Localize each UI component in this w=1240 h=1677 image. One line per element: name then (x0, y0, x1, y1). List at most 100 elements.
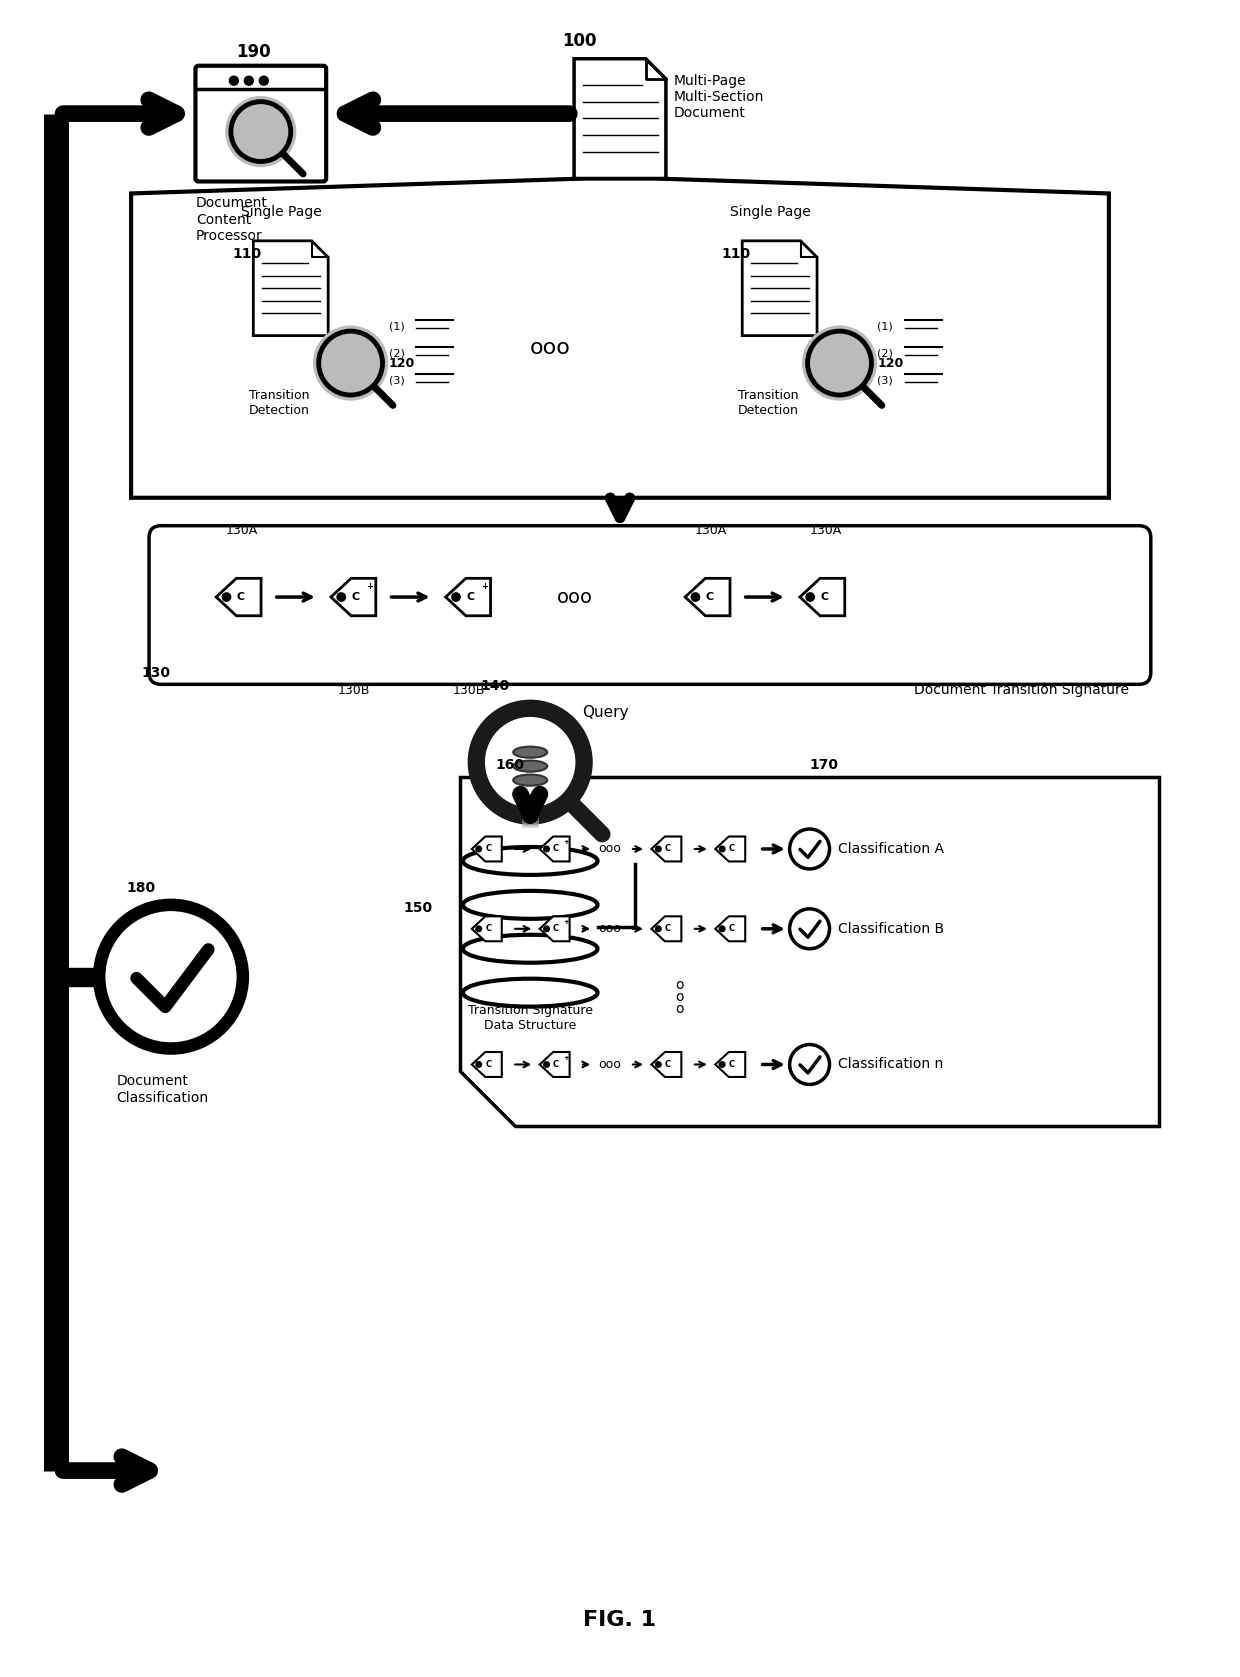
Circle shape (802, 325, 877, 401)
Text: 130A: 130A (810, 523, 842, 537)
Polygon shape (472, 837, 502, 862)
Ellipse shape (463, 890, 598, 919)
Polygon shape (445, 579, 491, 615)
Circle shape (544, 926, 549, 932)
Text: C: C (665, 845, 671, 854)
Text: C: C (237, 592, 246, 602)
Text: C: C (553, 1060, 559, 1068)
Text: 160: 160 (495, 758, 525, 771)
Polygon shape (539, 837, 569, 862)
Text: ooo: ooo (599, 1058, 621, 1072)
Text: C: C (351, 592, 360, 602)
Text: ooo: ooo (599, 922, 621, 936)
Ellipse shape (513, 761, 547, 771)
Polygon shape (651, 837, 681, 862)
Text: 130A: 130A (694, 523, 727, 537)
FancyBboxPatch shape (149, 525, 1151, 684)
Polygon shape (460, 776, 1159, 1127)
FancyBboxPatch shape (196, 65, 326, 181)
Text: C: C (729, 924, 735, 934)
Polygon shape (216, 579, 262, 615)
Text: (2): (2) (388, 349, 404, 359)
Text: C: C (706, 592, 714, 602)
Text: C: C (553, 845, 559, 854)
Text: Query: Query (582, 706, 629, 721)
Text: Transition Signature
Data Structure: Transition Signature Data Structure (467, 1003, 593, 1031)
Text: C: C (485, 1060, 491, 1068)
Text: 170: 170 (810, 758, 838, 771)
Circle shape (719, 926, 725, 932)
Text: (3): (3) (878, 376, 893, 386)
Text: (2): (2) (878, 349, 893, 359)
Polygon shape (800, 579, 844, 615)
Text: FIG. 1: FIG. 1 (584, 1610, 656, 1630)
Text: (3): (3) (388, 376, 404, 386)
Text: 120: 120 (388, 357, 414, 369)
Circle shape (476, 847, 481, 852)
Text: C: C (729, 845, 735, 854)
Polygon shape (715, 837, 745, 862)
Text: C: C (729, 1060, 735, 1068)
Circle shape (469, 701, 591, 823)
Circle shape (656, 1062, 661, 1067)
Ellipse shape (463, 979, 598, 1006)
Text: 180: 180 (126, 880, 155, 896)
Text: o: o (676, 989, 684, 1003)
Text: +: + (563, 1055, 569, 1060)
Circle shape (719, 1062, 725, 1067)
Text: +: + (367, 582, 373, 590)
Text: 130A: 130A (226, 523, 258, 537)
Text: C: C (485, 845, 491, 854)
Text: Document Transition Signature: Document Transition Signature (914, 683, 1128, 698)
Text: 130B: 130B (453, 684, 485, 698)
Text: ooo: ooo (557, 587, 593, 607)
Text: C: C (466, 592, 475, 602)
Text: Multi-Page
Multi-Section
Document: Multi-Page Multi-Section Document (673, 74, 764, 121)
Text: 140: 140 (480, 679, 510, 693)
Text: 110: 110 (233, 247, 262, 262)
Circle shape (544, 1062, 549, 1067)
Circle shape (451, 594, 460, 602)
Text: Transition
Detection: Transition Detection (249, 389, 310, 418)
Circle shape (656, 847, 661, 852)
Circle shape (259, 75, 268, 86)
Ellipse shape (463, 847, 598, 875)
Text: o: o (676, 978, 684, 991)
Polygon shape (253, 241, 329, 335)
Text: C: C (665, 1060, 671, 1068)
Circle shape (244, 75, 253, 86)
Circle shape (476, 926, 481, 932)
Text: C: C (485, 924, 491, 934)
Polygon shape (131, 178, 1109, 498)
Text: +: + (563, 919, 569, 924)
Circle shape (719, 847, 725, 852)
Polygon shape (651, 1051, 681, 1077)
Text: +: + (563, 838, 569, 845)
Text: 120: 120 (878, 357, 904, 369)
Text: Classification n: Classification n (837, 1058, 942, 1072)
Circle shape (229, 75, 238, 86)
Text: (1): (1) (878, 322, 893, 330)
Text: 150: 150 (403, 901, 432, 916)
Circle shape (806, 594, 815, 602)
Text: o: o (676, 1001, 684, 1016)
Text: C: C (821, 592, 828, 602)
Polygon shape (472, 1051, 502, 1077)
Text: 130: 130 (141, 666, 170, 681)
Polygon shape (539, 916, 569, 941)
Circle shape (656, 926, 661, 932)
Ellipse shape (513, 746, 547, 758)
Polygon shape (743, 241, 817, 335)
Text: 190: 190 (236, 42, 270, 60)
Text: Document
Classification: Document Classification (117, 1075, 208, 1105)
Polygon shape (715, 916, 745, 941)
Text: Document
Content
Processor: Document Content Processor (196, 196, 268, 243)
Text: ooo: ooo (529, 339, 570, 359)
Polygon shape (715, 1051, 745, 1077)
Circle shape (314, 325, 388, 401)
Text: Single Page: Single Page (241, 205, 321, 220)
Circle shape (222, 594, 231, 602)
Ellipse shape (513, 775, 547, 787)
Text: 100: 100 (562, 32, 596, 50)
Text: Classification A: Classification A (837, 842, 944, 855)
